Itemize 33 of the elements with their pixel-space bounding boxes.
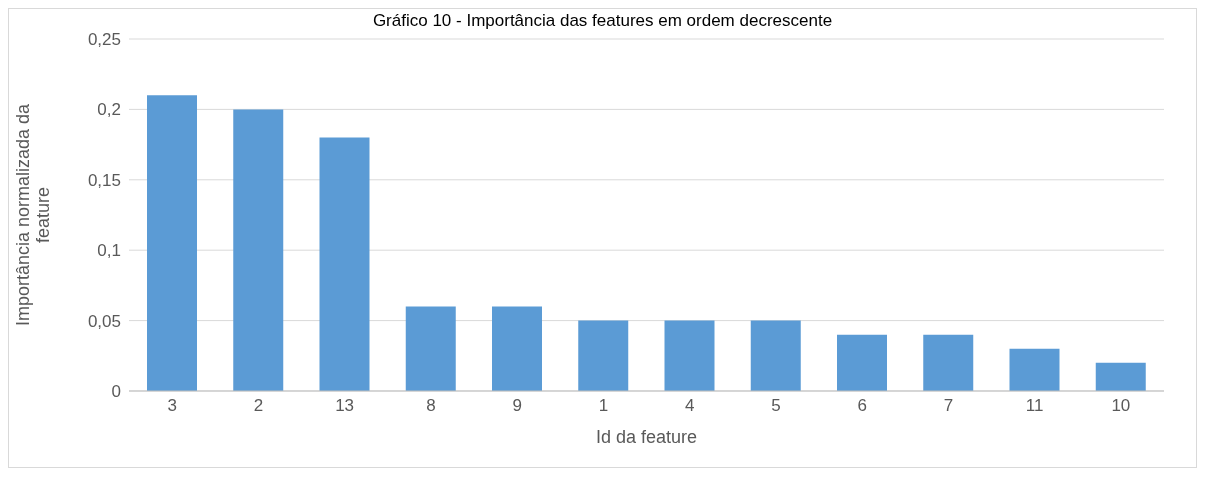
- bar: [750, 320, 801, 391]
- bar: [492, 306, 542, 391]
- y-tick-label: 0,1: [97, 241, 121, 261]
- x-tick-label: 7: [943, 396, 954, 416]
- x-axis-title: Id da feature: [595, 427, 698, 447]
- x-tick-label: 1: [598, 396, 609, 416]
- bar: [1095, 362, 1146, 391]
- bar: [837, 334, 887, 391]
- bar: [1009, 348, 1060, 391]
- bar: [923, 334, 974, 391]
- x-tick-label: 10: [1111, 396, 1131, 416]
- y-axis-title: Importância normalizada da feature: [13, 102, 53, 327]
- bar: [233, 109, 284, 391]
- x-tick-label: 5: [771, 396, 781, 416]
- y-tick-label: 0: [111, 382, 121, 402]
- x-tick-label: 11: [1025, 396, 1044, 416]
- bar: [664, 320, 715, 391]
- x-tick-label: 4: [684, 396, 695, 416]
- x-tick-label: 8: [426, 396, 436, 416]
- y-tick-label: 0,15: [87, 170, 121, 190]
- x-tick-label: 6: [857, 396, 867, 416]
- bar: [405, 306, 456, 391]
- bar: [319, 137, 370, 391]
- x-tick-label: 9: [512, 396, 522, 416]
- x-tick-label: 2: [253, 396, 264, 416]
- x-tick-label: 13: [335, 396, 355, 416]
- y-tick-label: 0,05: [87, 311, 121, 331]
- bar: [578, 320, 629, 391]
- y-tick-label: 0,2: [97, 100, 121, 120]
- bar: [147, 95, 197, 391]
- y-tick-label: 0,25: [87, 30, 121, 50]
- chart-title: Gráfico 10 - Importância das features em ordem decrescente: [371, 11, 834, 31]
- x-tick-label: 3: [167, 396, 177, 416]
